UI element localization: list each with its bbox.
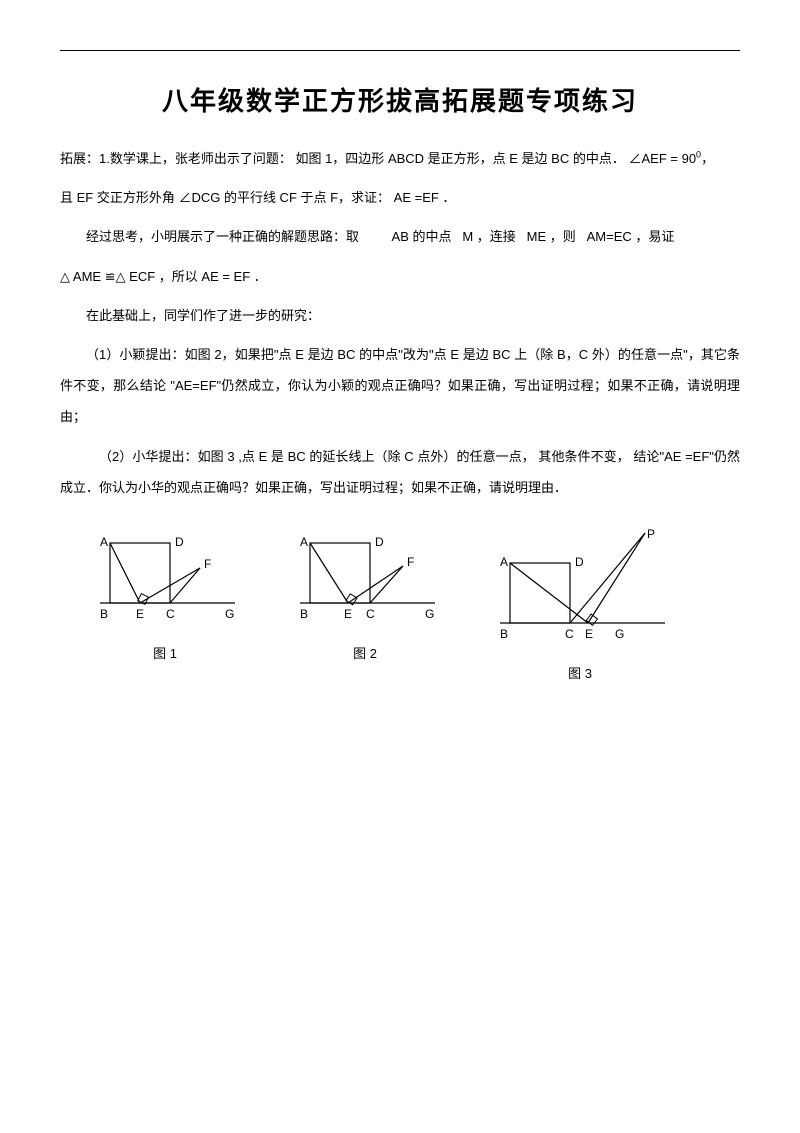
figure-1-label: 图 1 xyxy=(153,643,177,662)
figure-2: A D B E C G F 图 2 xyxy=(280,528,450,682)
label-A-2: A xyxy=(300,535,308,549)
label-E: E xyxy=(136,607,144,621)
page-title: 八年级数学正方形拔高拓展题专项练习 xyxy=(60,81,740,118)
label-E-3: E xyxy=(585,627,593,641)
label-D-3: D xyxy=(575,555,584,569)
p3-e: AM=EC ，易证 xyxy=(587,229,675,244)
label-A-3: A xyxy=(500,555,508,569)
label-C-2: C xyxy=(366,607,375,621)
p1-text-a: 拓展：1.数学课上，张老师出示了问题： xyxy=(60,151,292,166)
p3-d: ME ，则 xyxy=(527,229,576,244)
p3-b: AB 的中点 xyxy=(392,229,452,244)
p3-a: 经过思考，小明展示了一种正确的解题思路：取 xyxy=(86,229,359,244)
label-P-3: P xyxy=(647,528,655,541)
figure-3: A D B C E G P 图 3 xyxy=(480,528,680,682)
label-C: C xyxy=(166,607,175,621)
label-A: A xyxy=(100,535,108,549)
label-B-2: B xyxy=(300,607,308,621)
top-divider xyxy=(60,50,740,51)
figure-3-svg: A D B C E G P xyxy=(480,528,680,658)
p1-text-c: ABCD 是正方形，点 E 是边 BC 的中点． xyxy=(388,151,625,166)
paragraph-3: 经过思考，小明展示了一种正确的解题思路：取 AB 的中点 M ，连接 ME ，则… xyxy=(60,221,740,252)
label-E-2: E xyxy=(344,607,352,621)
label-G-3: G xyxy=(615,627,624,641)
figure-2-svg: A D B E C G F xyxy=(280,528,450,638)
paragraph-7: （2）小华提出：如图 3 ,点 E 是 BC 的延长线上（除 C 点外）的任意一… xyxy=(60,441,740,503)
label-G-2: G xyxy=(425,607,434,621)
paragraph-2: 且 EF 交正方形外角 ∠DCG 的平行线 CF 于点 F，求证： AE =EF… xyxy=(60,182,740,213)
label-C-3: C xyxy=(565,627,574,641)
paragraph-6: （1）小颖提出：如图 2，如果把"点 E 是边 BC 的中点"改为"点 E 是边… xyxy=(60,339,740,433)
label-F-2: F xyxy=(407,555,414,569)
paragraph-5: 在此基础上，同学们作了进一步的研究： xyxy=(60,300,740,331)
label-D-2: D xyxy=(375,535,384,549)
angle-text: ∠AEF = 90 xyxy=(628,151,696,166)
p3-c: M ，连接 xyxy=(462,229,515,244)
figure-1: A D B E C G F 图 1 xyxy=(80,528,250,682)
p1-text-e: ， xyxy=(701,151,714,166)
paragraph-4: △ AME ≌△ ECF ，所以 AE = EF ． xyxy=(60,261,740,292)
figure-2-label: 图 2 xyxy=(353,643,377,662)
p1-text-b: 如图 1，四边形 xyxy=(295,151,384,166)
label-D: D xyxy=(175,535,184,549)
figure-3-label: 图 3 xyxy=(568,663,592,682)
label-B-3: B xyxy=(500,627,508,641)
figures-row: A D B E C G F 图 1 A D B E C G F 图 2 xyxy=(80,528,740,682)
paragraph-1: 拓展：1.数学课上，张老师出示了问题： 如图 1，四边形 ABCD 是正方形，点… xyxy=(60,143,740,174)
angle-expression: ∠AEF = 900 xyxy=(628,151,701,166)
figure-1-svg: A D B E C G F xyxy=(80,528,250,638)
label-G: G xyxy=(225,607,234,621)
label-B: B xyxy=(100,607,108,621)
label-F: F xyxy=(204,557,211,571)
